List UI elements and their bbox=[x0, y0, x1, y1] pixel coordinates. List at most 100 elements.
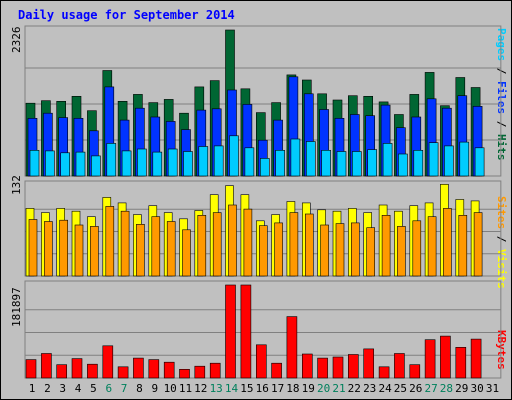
usage-bar-pages-28 bbox=[444, 145, 454, 177]
traffic-bar-kbytes-27 bbox=[424, 339, 436, 379]
traffic-bar-kbytes-1 bbox=[25, 359, 37, 379]
x-tick-label: 11 bbox=[179, 382, 192, 395]
traffic-bar-kbytes-6 bbox=[102, 345, 114, 379]
usage-bar-pages-10 bbox=[167, 148, 178, 177]
usage-bar-pages-9 bbox=[152, 151, 163, 177]
traffic-bar-kbytes-22 bbox=[347, 354, 359, 379]
traffic-bar-kbytes-18 bbox=[286, 316, 298, 379]
x-tick-label: 16 bbox=[256, 382, 269, 395]
x-tick-label: 23 bbox=[363, 382, 376, 395]
traffic-bar-kbytes-9 bbox=[148, 359, 160, 379]
traffic-bar-kbytes-15 bbox=[240, 284, 252, 379]
visitors-bar-sites-30 bbox=[473, 212, 483, 277]
x-tick-label: 9 bbox=[151, 382, 158, 395]
visitors-bar-sites-11 bbox=[182, 229, 191, 277]
visitors-bar-sites-14 bbox=[228, 204, 237, 277]
x-tick-label: 31 bbox=[486, 382, 499, 395]
usage-bar-pages-5 bbox=[91, 155, 101, 177]
visitors-bar-sites-7 bbox=[120, 210, 130, 277]
traffic-bar-kbytes-10 bbox=[163, 361, 175, 379]
x-tick-label: 1 bbox=[29, 382, 36, 395]
visitors-bar-sites-5 bbox=[90, 226, 99, 277]
x-tick-label: 30 bbox=[470, 382, 483, 395]
visitors-bar-sites-24 bbox=[381, 215, 391, 277]
visitors-bar-sites-1 bbox=[28, 219, 38, 277]
usage-bar-pages-20 bbox=[321, 150, 331, 177]
traffic-bar-kbytes-11 bbox=[179, 368, 190, 379]
traffic-bar-kbytes-28 bbox=[440, 335, 451, 379]
traffic-bar-kbytes-25 bbox=[394, 353, 405, 379]
visitors-bar-sites-19 bbox=[304, 213, 314, 277]
visitors-bar-sites-21 bbox=[335, 223, 345, 277]
usage-bar-pages-4 bbox=[75, 151, 86, 177]
usage-bar-pages-2 bbox=[45, 150, 55, 177]
usage-bar-pages-18 bbox=[290, 138, 301, 177]
traffic-bar-kbytes-5 bbox=[87, 363, 98, 379]
x-tick-label: 22 bbox=[348, 382, 361, 395]
traffic-bar-kbytes-19 bbox=[301, 353, 313, 379]
traffic-bar-kbytes-20 bbox=[317, 357, 328, 379]
visitors-bar-sites-4 bbox=[74, 224, 84, 277]
traffic-bar-kbytes-7 bbox=[117, 366, 129, 379]
x-tick-label: 5 bbox=[90, 382, 97, 395]
usage-bar-pages-15 bbox=[244, 147, 255, 177]
traffic-bar-kbytes-12 bbox=[194, 365, 206, 379]
x-tick-label: 28 bbox=[440, 382, 453, 395]
usage-bar-pages-26 bbox=[413, 150, 424, 177]
visitors-bar-sites-8 bbox=[136, 224, 145, 277]
usage-bar-pages-16 bbox=[259, 158, 270, 177]
x-tick-label: 14 bbox=[225, 382, 239, 395]
x-tick-label: 15 bbox=[240, 382, 253, 395]
usage-bar-pages-11 bbox=[183, 151, 193, 177]
chart-title: Daily usage for September 2014 bbox=[18, 8, 235, 22]
usage-bar-pages-8 bbox=[137, 148, 147, 177]
usage-bar-pages-17 bbox=[275, 150, 285, 177]
usage-bar-pages-1 bbox=[29, 150, 40, 177]
visitors-bar-sites-28 bbox=[443, 208, 452, 277]
x-tick-label: 6 bbox=[105, 382, 112, 395]
traffic-bar-kbytes-14 bbox=[225, 284, 236, 379]
x-tick-label: 13 bbox=[210, 382, 223, 395]
usage-bar-pages-13 bbox=[213, 145, 224, 177]
traffic-bar-kbytes-21 bbox=[332, 356, 344, 379]
visitors-bar-sites-12 bbox=[197, 215, 207, 277]
usage-bar-pages-7 bbox=[121, 150, 132, 177]
usage-bar-pages-3 bbox=[60, 152, 71, 177]
traffic-bar-kbytes-4 bbox=[71, 358, 83, 379]
usage-bar-pages-25 bbox=[398, 153, 408, 177]
x-tick-label: 4 bbox=[75, 382, 82, 395]
traffic-bar-kbytes-16 bbox=[255, 344, 267, 379]
usage-bar-pages-24 bbox=[382, 143, 393, 177]
traffic-bar-kbytes-23 bbox=[363, 348, 375, 379]
traffic-bar-kbytes-29 bbox=[455, 346, 467, 379]
visitors-bar-sites-26 bbox=[412, 220, 422, 277]
x-tick-label: 24 bbox=[378, 382, 392, 395]
visitors-bar-sites-17 bbox=[274, 222, 283, 277]
x-tick-label: 2 bbox=[44, 382, 51, 395]
visitors-bar-sites-18 bbox=[289, 212, 299, 277]
usage-bar-pages-19 bbox=[305, 141, 316, 177]
x-tick-label: 8 bbox=[136, 382, 143, 395]
usage-bar-pages-12 bbox=[198, 146, 209, 177]
visitors-bar-sites-15 bbox=[243, 208, 253, 277]
x-tick-label: 26 bbox=[409, 382, 422, 395]
x-tick-label: 18 bbox=[286, 382, 299, 395]
usage-bar-pages-23 bbox=[367, 149, 378, 177]
visitors-bar-sites-23 bbox=[366, 227, 376, 277]
x-tick-label: 10 bbox=[164, 382, 177, 395]
visitors-bar-sites-2 bbox=[44, 221, 53, 277]
visitors-bar-sites-29 bbox=[458, 215, 468, 277]
traffic-bar-kbytes-24 bbox=[378, 366, 390, 379]
x-tick-label: 7 bbox=[121, 382, 128, 395]
visitors-bar-sites-22 bbox=[350, 222, 360, 277]
usage-bar-pages-29 bbox=[459, 141, 470, 177]
traffic-bar-kbytes-30 bbox=[470, 338, 482, 379]
visitors-bar-sites-13 bbox=[212, 212, 222, 277]
x-tick-label: 17 bbox=[271, 382, 284, 395]
usage-bar-pages-30 bbox=[474, 147, 485, 177]
traffic-bar-kbytes-8 bbox=[133, 357, 144, 379]
x-tick-label: 21 bbox=[332, 382, 345, 395]
x-tick-label: 19 bbox=[302, 382, 315, 395]
